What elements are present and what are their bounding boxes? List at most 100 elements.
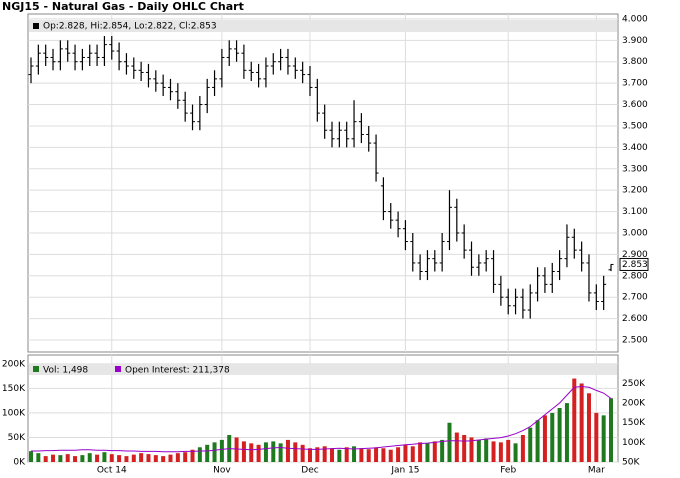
legend-text: Op:2.828, Hi:2.854, Lo:2.822, Cl:2.853 bbox=[43, 22, 217, 32]
volume-bar bbox=[161, 456, 166, 462]
x-tick-label: Mar bbox=[588, 466, 605, 476]
volume-bar bbox=[212, 442, 217, 462]
volume-bar bbox=[51, 454, 56, 462]
y-tick-label: 4.000 bbox=[622, 14, 648, 24]
volume-bar bbox=[601, 415, 606, 462]
y-tick-label: 2.900 bbox=[622, 250, 648, 260]
volume-bar bbox=[425, 443, 430, 462]
volume-bar bbox=[293, 442, 298, 462]
volume-bar bbox=[366, 449, 371, 462]
volume-bar bbox=[65, 454, 70, 462]
legend-text: Vol: 1,498 bbox=[43, 366, 88, 376]
y-tick-label: 150K bbox=[622, 418, 646, 428]
volume-bar bbox=[403, 444, 408, 462]
volume-bar bbox=[183, 452, 188, 462]
volume-bar bbox=[322, 446, 327, 462]
y-tick-label: 50K bbox=[622, 458, 640, 468]
legend-text: Open Interest: 211,378 bbox=[125, 366, 230, 376]
y-tick-label: 150K bbox=[2, 384, 26, 394]
volume-bar bbox=[440, 439, 445, 462]
volume-bar bbox=[594, 412, 599, 462]
volume-bar bbox=[535, 420, 540, 462]
y-tick-label: 100K bbox=[2, 408, 26, 418]
legend-band bbox=[29, 20, 617, 32]
volume-bar bbox=[447, 422, 452, 462]
y-tick-label: 2.500 bbox=[622, 336, 648, 346]
volume-bar bbox=[256, 444, 261, 462]
volume-bar bbox=[153, 455, 158, 462]
volume-bar bbox=[528, 427, 533, 462]
volume-bar bbox=[359, 448, 364, 462]
legend-band bbox=[29, 364, 617, 375]
volume-bar bbox=[80, 455, 85, 462]
last-price-box bbox=[619, 257, 649, 271]
volume-bar bbox=[58, 455, 63, 462]
volume-bar bbox=[410, 446, 415, 462]
volume-bar bbox=[249, 443, 254, 462]
volume-bar bbox=[579, 383, 584, 462]
y-tick-label: 2.700 bbox=[622, 293, 648, 303]
x-tick-label: Oct 14 bbox=[97, 466, 127, 476]
volume-bar bbox=[586, 393, 591, 462]
volume-bar bbox=[476, 439, 481, 462]
volume-bar bbox=[572, 378, 577, 462]
volume-bar bbox=[520, 435, 525, 462]
volume-bar bbox=[330, 448, 335, 462]
volume-bar bbox=[131, 454, 136, 462]
volume-bar bbox=[263, 442, 268, 462]
volume-bar bbox=[454, 432, 459, 462]
y-tick-label: 200K bbox=[2, 359, 26, 369]
volume-bar bbox=[146, 454, 151, 462]
y-tick-label: 2.800 bbox=[622, 271, 648, 281]
volume-bar bbox=[300, 444, 305, 462]
open-interest-line bbox=[31, 385, 612, 453]
volume-bar bbox=[462, 435, 467, 462]
x-tick-label: Jan 15 bbox=[390, 466, 419, 476]
volume-bar bbox=[117, 455, 122, 462]
volume-bar bbox=[102, 452, 107, 462]
volume-bar bbox=[234, 437, 239, 462]
volume-bar bbox=[564, 403, 569, 462]
y-tick-label: 100K bbox=[622, 438, 646, 448]
volume-bar bbox=[43, 456, 48, 462]
volume-bar bbox=[337, 449, 342, 462]
volume-bar bbox=[352, 446, 357, 462]
volume-bar bbox=[139, 453, 144, 462]
volume-bar bbox=[381, 448, 386, 462]
volume-bar bbox=[219, 439, 224, 462]
volume-bar bbox=[307, 448, 312, 462]
volume-bar bbox=[36, 453, 41, 462]
volume-bar bbox=[175, 453, 180, 462]
volume-bar bbox=[168, 454, 173, 462]
legend-swatch bbox=[33, 366, 39, 372]
y-tick-label: 3.800 bbox=[622, 57, 648, 67]
volume-bar bbox=[271, 441, 276, 462]
y-tick-label: 3.000 bbox=[622, 228, 648, 238]
y-tick-label: 3.100 bbox=[622, 207, 648, 217]
volume-bar bbox=[278, 443, 283, 462]
volume-bar bbox=[432, 441, 437, 462]
volume-bar bbox=[491, 441, 496, 462]
volume-bar bbox=[197, 447, 202, 462]
y-tick-label: 3.700 bbox=[622, 79, 648, 89]
volume-bar bbox=[190, 449, 195, 462]
y-tick-label: 3.400 bbox=[622, 143, 648, 153]
chart-title: NGJ15 - Natural Gas - Daily OHLC Chart bbox=[2, 0, 244, 13]
price-panel bbox=[27, 13, 619, 353]
y-tick-label: 50K bbox=[8, 433, 26, 443]
volume-bar bbox=[87, 453, 92, 462]
volume-bar bbox=[73, 456, 78, 462]
x-tick-label: Nov bbox=[213, 466, 231, 476]
x-tick-label: Feb bbox=[500, 466, 516, 476]
volume-bar bbox=[241, 441, 246, 462]
volume-bar bbox=[388, 449, 393, 462]
volume-bar bbox=[124, 456, 129, 462]
volume-bar bbox=[95, 454, 100, 462]
volume-bar bbox=[344, 447, 349, 462]
legend-swatch bbox=[33, 23, 39, 29]
volume-bar bbox=[609, 398, 613, 462]
y-tick-label: 3.200 bbox=[622, 186, 648, 196]
x-tick-label: Dec bbox=[301, 466, 318, 476]
last-price-label: 2.853 bbox=[622, 260, 648, 270]
